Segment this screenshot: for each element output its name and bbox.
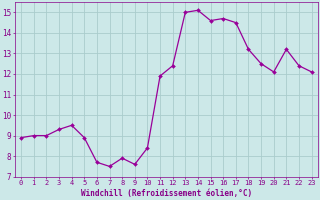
X-axis label: Windchill (Refroidissement éolien,°C): Windchill (Refroidissement éolien,°C) (81, 189, 252, 198)
